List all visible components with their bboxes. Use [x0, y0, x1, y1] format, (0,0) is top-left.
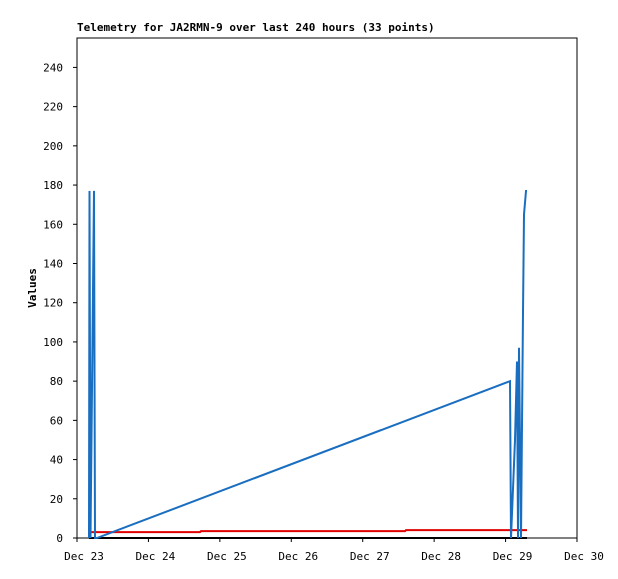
- x-tick-label: Dec 24: [136, 550, 176, 563]
- x-tick-label: Dec 29: [493, 550, 533, 563]
- series-line: [88, 189, 527, 539]
- series-line: [90, 529, 527, 534]
- y-tick-label: 220: [43, 101, 63, 114]
- y-tick-label: 0: [56, 532, 63, 545]
- y-tick-label: 160: [43, 218, 63, 231]
- y-tick-label: 140: [43, 257, 63, 270]
- x-tick-label: Dec 23: [64, 550, 104, 563]
- y-tick-label: 180: [43, 179, 63, 192]
- y-tick-label: 120: [43, 297, 63, 310]
- chart-title: Telemetry for JA2RMN-9 over last 240 hou…: [77, 21, 435, 34]
- x-tick-label: Dec 26: [278, 550, 318, 563]
- y-tick-label: 240: [43, 61, 63, 74]
- y-axis-label: Values: [26, 268, 39, 308]
- x-tick-label: Dec 27: [350, 550, 390, 563]
- y-tick-label: 80: [50, 375, 63, 388]
- y-tick-label: 20: [50, 493, 63, 506]
- x-tick-label: Dec 28: [421, 550, 461, 563]
- y-tick-label: 200: [43, 140, 63, 153]
- plot-frame: [76, 37, 578, 539]
- y-tick-label: 40: [50, 454, 63, 467]
- x-tick-label: Dec 25: [207, 550, 247, 563]
- y-tick-label: 60: [50, 414, 63, 427]
- x-tick-label: Dec 30: [564, 550, 604, 563]
- y-tick-label: 100: [43, 336, 63, 349]
